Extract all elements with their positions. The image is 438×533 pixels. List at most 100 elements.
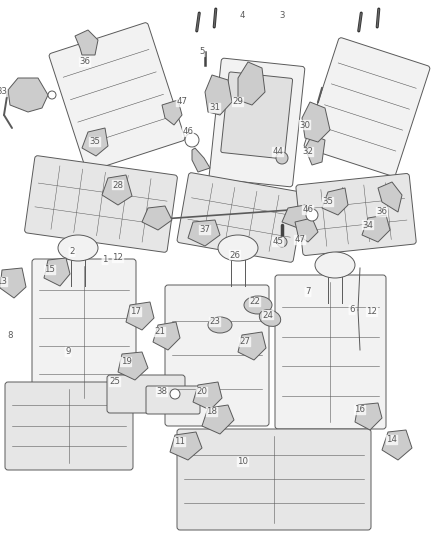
Text: 30: 30 <box>300 120 311 130</box>
Polygon shape <box>382 430 412 460</box>
Text: 29: 29 <box>233 98 244 107</box>
Text: 1: 1 <box>102 255 108 264</box>
Text: 35: 35 <box>322 198 333 206</box>
Polygon shape <box>44 258 70 286</box>
Polygon shape <box>192 148 210 172</box>
Polygon shape <box>362 215 390 242</box>
Polygon shape <box>305 135 325 165</box>
Text: 4: 4 <box>239 12 245 20</box>
Text: 13: 13 <box>0 278 7 287</box>
Ellipse shape <box>244 296 272 314</box>
FancyBboxPatch shape <box>304 38 430 176</box>
FancyBboxPatch shape <box>209 58 305 187</box>
Text: 20: 20 <box>197 387 208 397</box>
Text: 46: 46 <box>303 206 314 214</box>
Text: 27: 27 <box>240 337 251 346</box>
Text: 23: 23 <box>209 318 220 327</box>
Text: 19: 19 <box>120 358 131 367</box>
FancyBboxPatch shape <box>177 173 305 262</box>
Polygon shape <box>102 175 132 205</box>
Text: 24: 24 <box>262 311 273 319</box>
Text: 34: 34 <box>363 221 374 230</box>
Polygon shape <box>238 332 266 360</box>
Polygon shape <box>142 206 172 230</box>
Polygon shape <box>202 405 234 434</box>
Circle shape <box>276 152 288 164</box>
Polygon shape <box>82 128 108 156</box>
Ellipse shape <box>58 235 98 261</box>
Text: 47: 47 <box>177 98 187 107</box>
Polygon shape <box>170 432 202 460</box>
Polygon shape <box>378 182 402 212</box>
Text: 12: 12 <box>113 254 124 262</box>
Polygon shape <box>153 322 180 350</box>
Ellipse shape <box>315 252 355 278</box>
Text: 7: 7 <box>305 287 311 296</box>
Polygon shape <box>302 102 330 142</box>
Text: 26: 26 <box>230 251 240 260</box>
Polygon shape <box>8 78 48 112</box>
Text: 9: 9 <box>65 348 71 357</box>
Circle shape <box>185 133 199 147</box>
Polygon shape <box>205 75 232 115</box>
Circle shape <box>277 237 287 247</box>
Polygon shape <box>355 403 382 430</box>
Circle shape <box>170 389 180 399</box>
Text: 18: 18 <box>206 408 218 416</box>
FancyBboxPatch shape <box>25 156 177 252</box>
Polygon shape <box>193 382 222 410</box>
Text: 47: 47 <box>294 236 305 245</box>
Text: 25: 25 <box>110 377 120 386</box>
FancyBboxPatch shape <box>275 275 386 429</box>
Text: 36: 36 <box>377 207 388 216</box>
Circle shape <box>48 91 56 99</box>
FancyBboxPatch shape <box>49 23 185 171</box>
Text: 37: 37 <box>199 225 211 235</box>
FancyBboxPatch shape <box>32 259 136 405</box>
Text: 2: 2 <box>69 247 75 256</box>
Polygon shape <box>75 30 98 55</box>
Text: 17: 17 <box>131 308 141 317</box>
Text: 15: 15 <box>45 265 56 274</box>
FancyBboxPatch shape <box>107 375 185 413</box>
FancyBboxPatch shape <box>5 382 133 470</box>
Text: 6: 6 <box>349 305 355 314</box>
Text: 38: 38 <box>156 387 167 397</box>
Ellipse shape <box>259 310 281 326</box>
Ellipse shape <box>208 317 232 333</box>
Text: 22: 22 <box>250 297 261 306</box>
Text: 28: 28 <box>113 181 124 190</box>
Polygon shape <box>118 352 148 380</box>
Ellipse shape <box>218 235 258 261</box>
Text: 21: 21 <box>155 327 166 336</box>
Text: 46: 46 <box>183 127 194 136</box>
Text: 35: 35 <box>89 138 100 147</box>
FancyBboxPatch shape <box>146 386 200 414</box>
Text: 32: 32 <box>303 148 314 157</box>
Circle shape <box>306 209 318 221</box>
Text: 36: 36 <box>80 58 91 67</box>
Text: 33: 33 <box>0 87 7 96</box>
Polygon shape <box>282 205 312 228</box>
Polygon shape <box>238 62 265 105</box>
Text: 14: 14 <box>386 435 398 445</box>
Text: 11: 11 <box>174 438 186 447</box>
Polygon shape <box>322 188 348 215</box>
Text: 44: 44 <box>272 148 283 157</box>
Polygon shape <box>0 268 26 298</box>
Text: 5: 5 <box>199 47 205 56</box>
Polygon shape <box>295 218 318 242</box>
Text: 3: 3 <box>279 12 285 20</box>
FancyBboxPatch shape <box>221 72 293 159</box>
Polygon shape <box>162 100 182 125</box>
Text: 8: 8 <box>7 330 13 340</box>
FancyBboxPatch shape <box>177 429 371 530</box>
Text: 16: 16 <box>354 406 365 415</box>
Polygon shape <box>188 220 220 246</box>
Text: 10: 10 <box>237 457 248 466</box>
FancyBboxPatch shape <box>165 285 269 426</box>
Text: 45: 45 <box>272 238 283 246</box>
Text: 12: 12 <box>367 308 378 317</box>
Polygon shape <box>126 302 154 330</box>
Text: 31: 31 <box>209 103 220 112</box>
